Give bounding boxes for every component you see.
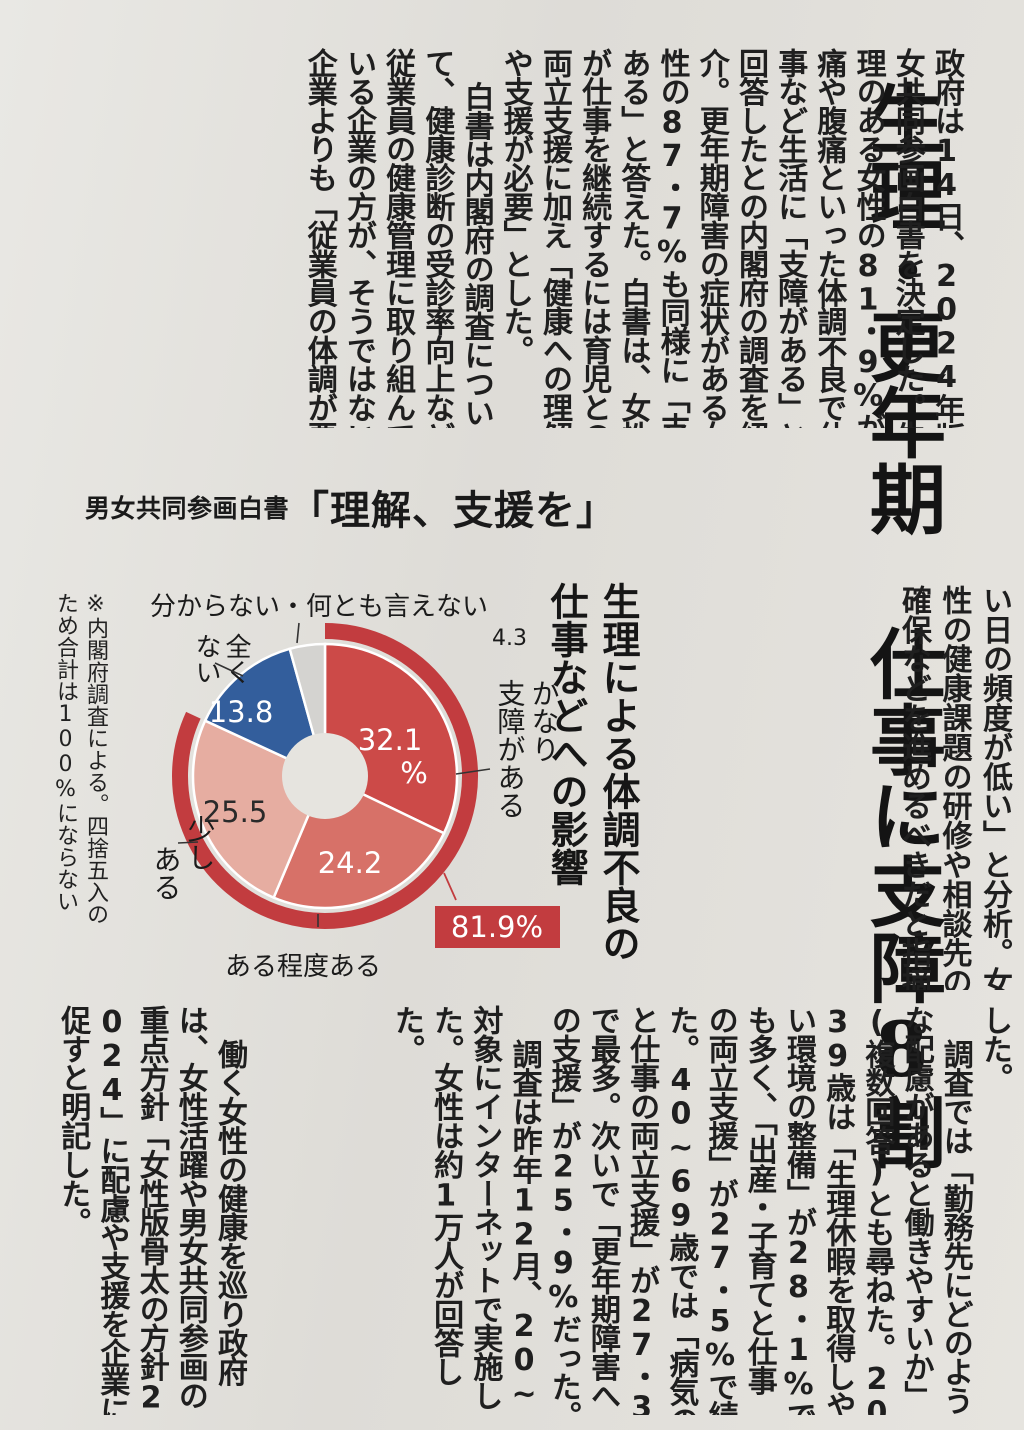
label-heavy-col2: 支障がある <box>494 679 527 819</box>
leader-line-none <box>214 662 244 677</box>
value-label-unknown: 4.3 <box>492 626 527 651</box>
label-heavy-col1: かなり <box>528 679 561 763</box>
article-body-bottom-left: 働く女性の健康を巡り政府 は、女性活躍や男女共同参画の 重点方針「女性版骨太の方… <box>55 1005 247 1415</box>
leader-line-total <box>443 872 457 901</box>
donut-hole <box>282 733 368 819</box>
value-label-heavy: 32.1 <box>358 723 423 757</box>
label-none-col1: 全く <box>221 633 251 685</box>
subhead-quote: 「理解、支援を」 <box>289 487 618 534</box>
leader-line-unknown <box>296 622 300 644</box>
slice-none <box>203 647 327 779</box>
article-body-bottom-right: した。 調査では「勤務先にどのよう な配慮があると働きやすいか」 (複数回答)と… <box>388 1005 1012 1415</box>
label-moderate: ある程度ある <box>225 952 381 982</box>
chart-title: 生理による体調不良の 仕事などへの影響 <box>544 582 640 962</box>
subheadline: 男女共同参画白書「理解、支援を」 <box>85 478 805 534</box>
article-body-middle: い日の頻度が低い」と分析。女 性の健康課題の研修や相談先の 確保などを進めるべき… <box>896 585 1012 990</box>
article-body-top: 政府は14日、2024年版男 女共同参画白書を決定した。生 理のある女性の81・… <box>301 48 964 428</box>
label-none-col2: ない <box>191 633 221 685</box>
value-label-none: 13.8 <box>209 695 274 729</box>
leader-line-heavy <box>455 768 491 775</box>
total-badge <box>435 906 560 948</box>
leader-line-slight <box>177 841 199 844</box>
chart-note: ※内閣府調査による。四捨五入の ため合計は100%にならない <box>53 592 108 925</box>
value-label-moderate: 24.2 <box>318 846 383 880</box>
value-label-slight: 25.5 <box>203 795 268 829</box>
total-badge-text: 81.9% <box>451 910 543 944</box>
subhead-prefix: 男女共同参画白書 <box>85 494 290 523</box>
label-unknown: 分からない・何とも言えない <box>150 592 488 622</box>
total-ring-arc <box>172 623 478 929</box>
value-label-heavy-unit: % <box>400 756 428 790</box>
donut-chart: 32.1 % 24.2 25.5 13.8 分からない・何とも言えない 4.3 … <box>150 592 561 982</box>
label-slight-col2: ある <box>150 845 183 901</box>
